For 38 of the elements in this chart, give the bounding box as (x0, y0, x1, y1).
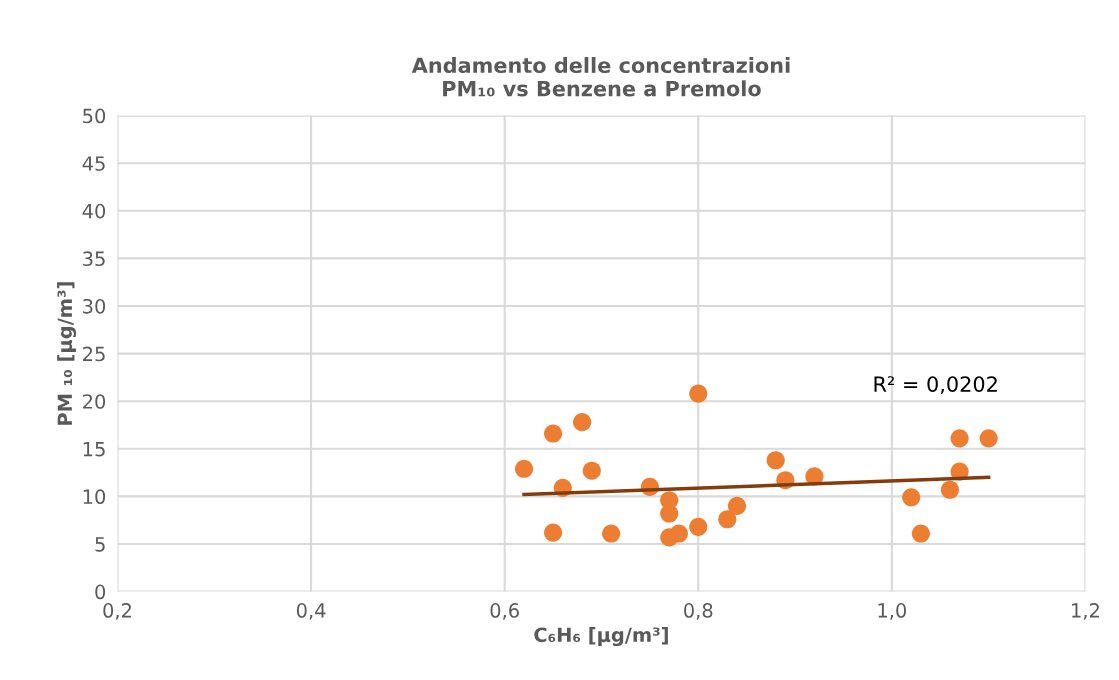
point (669, 524, 688, 543)
annotation: R² = 0,0202 (874, 376, 997, 395)
y-tick-label: 15 (83, 442, 105, 457)
y-tick-label: 20 (83, 394, 106, 409)
y-tick-label: 5 (95, 537, 105, 552)
chart-title: Andamento delle concentrazioni PM₁₀ vs Benzene a Premolo (411, 57, 790, 97)
point (950, 429, 969, 448)
x-tick-label: 0,8 (684, 603, 713, 620)
point (911, 524, 930, 543)
point (718, 510, 737, 529)
point (689, 384, 708, 403)
y-tick-label: 35 (83, 251, 105, 267)
point (582, 461, 601, 480)
point (514, 459, 534, 478)
y-tick-label: 45 (82, 156, 105, 171)
point (766, 451, 785, 470)
x-tick-label: 0,2 (103, 603, 132, 620)
point (544, 523, 563, 542)
y-tick-label: 30 (83, 298, 106, 314)
y-tick-label: 10 (83, 489, 106, 505)
point (689, 517, 708, 536)
point (727, 496, 747, 515)
point (573, 413, 592, 432)
x-tick-label: 0,4 (296, 603, 326, 620)
x-tick-label: 1,2 (1072, 603, 1099, 620)
x-axis-title: C₆H₆ [µg/m³] (534, 627, 668, 647)
y-tick-label: 0 (95, 584, 106, 600)
point (544, 424, 563, 443)
point (602, 524, 621, 543)
y-axis-title: PM ₁₀ [µg/m³] (57, 282, 77, 425)
y-tick-label: 40 (82, 203, 106, 219)
y-tick-label: 50 (83, 108, 106, 124)
point (979, 429, 998, 448)
x-tick-label: 0,6 (490, 603, 519, 620)
y-tick-label: 25 (83, 346, 105, 362)
point (940, 480, 959, 499)
x-tick-label: 1,0 (878, 603, 907, 620)
point (902, 488, 921, 507)
